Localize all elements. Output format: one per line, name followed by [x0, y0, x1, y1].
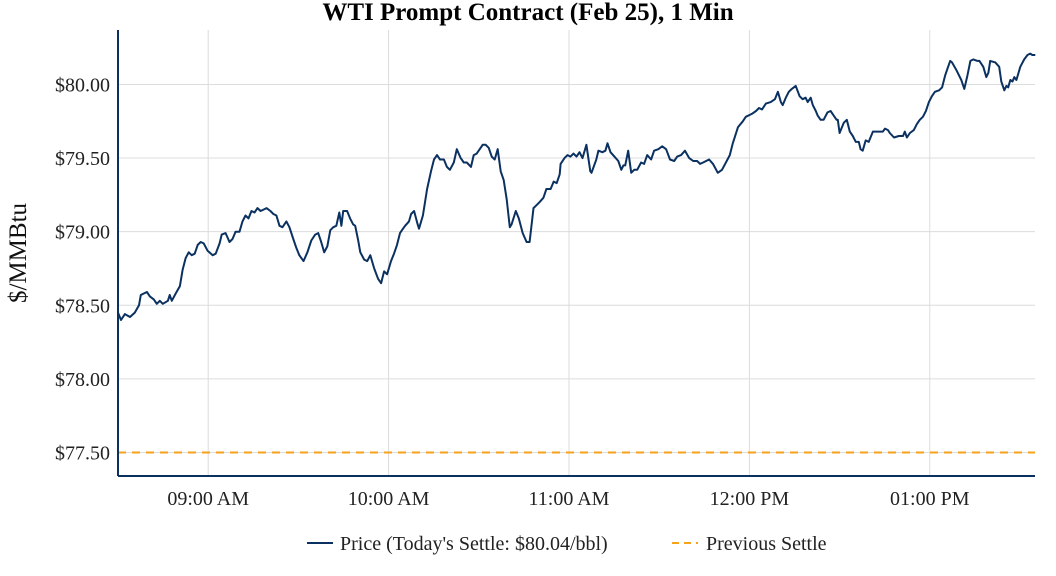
legend-price-label: Price (Today's Settle: $80.04/bbl)	[340, 533, 608, 555]
y-tick-label: $77.50	[55, 442, 110, 464]
x-tick-label: 10:00 AM	[348, 488, 430, 510]
x-tick-label: 11:00 AM	[529, 488, 610, 510]
y-tick-label: $79.00	[55, 222, 110, 244]
chart-title: WTI Prompt Contract (Feb 25), 1 Min	[322, 0, 733, 26]
x-tick-label: 12:00 PM	[710, 488, 790, 510]
y-tick-label: $78.00	[55, 369, 110, 391]
x-tick-label: 01:00 PM	[890, 488, 970, 510]
grid	[118, 30, 1035, 476]
x-tick-label: 09:00 AM	[167, 488, 249, 510]
series-layer	[117, 52, 1036, 454]
legend-settle-label: Previous Settle	[706, 533, 827, 555]
axes: $77.50 $78.00 $78.50 $79.00 $79.50 $80.00 09:0…	[55, 30, 1035, 510]
y-tick-label: $78.50	[55, 295, 110, 317]
price-line	[117, 52, 1036, 321]
y-axis-label: $/MMBtu	[5, 202, 32, 303]
y-tick-label: $79.50	[55, 148, 110, 170]
y-tick-label: $80.00	[55, 74, 110, 96]
legend: Price (Today's Settle: $80.04/bbl) Previ…	[307, 533, 827, 555]
